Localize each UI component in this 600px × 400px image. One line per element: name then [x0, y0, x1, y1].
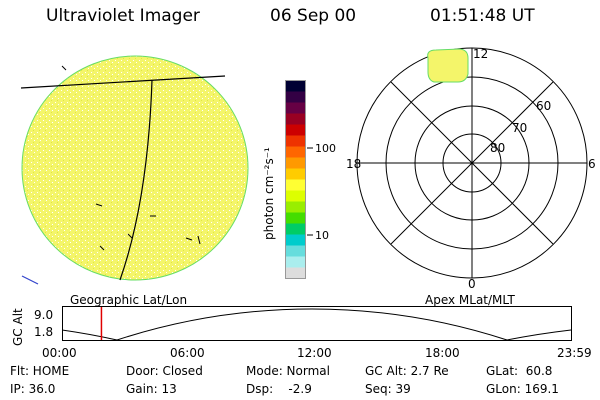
colorbar-cell: [285, 234, 306, 246]
colorbar-cell: [285, 91, 306, 103]
status-glon: GLon: 169.1: [486, 382, 559, 396]
polar-plot: 12 18 6 0 60 70 80: [346, 47, 596, 291]
app-title: Ultraviolet Imager: [46, 6, 200, 26]
colorbar-cell: [285, 212, 306, 224]
colorbar-cell: [285, 267, 306, 279]
colorbar-tick-100: 100: [315, 142, 336, 155]
status-dsp: Dsp: -2.9: [246, 382, 312, 396]
status-gcalt: GC Alt: 2.7 Re: [365, 364, 449, 378]
colorbar-label: photon cm⁻²s⁻¹: [262, 147, 276, 240]
colorbar-cell: [285, 179, 306, 191]
altitude-xtick-12: 12:00: [297, 346, 332, 360]
colorbar-tick-10: 10: [315, 229, 329, 242]
status-mode: Mode: Normal: [246, 364, 330, 378]
colorbar: [285, 80, 306, 279]
colorbar-cell: [285, 157, 306, 169]
longitude-line: [119, 79, 153, 281]
colorbar-cell: [285, 113, 306, 125]
mlt-label-0: 0: [468, 277, 476, 291]
colorbar-cell: [285, 168, 306, 180]
colorbar-cell: [285, 256, 306, 268]
altitude-xtick-6: 06:00: [170, 346, 205, 360]
colorbar-cell: [285, 245, 306, 257]
caption-geographic: Geographic Lat/Lon: [70, 293, 188, 307]
altitude-xtick-18: 18:00: [425, 346, 460, 360]
altitude-xtick-end: 23:59: [557, 346, 592, 360]
mlt-label-18: 18: [346, 157, 361, 171]
wind-markers: [61, 65, 201, 251]
altitude-ytick-9: 9.0: [34, 308, 54, 322]
mlat-label-70: 70: [512, 121, 527, 135]
colorbar-cell: [285, 190, 306, 202]
auroral-emission-blob: [427, 48, 469, 83]
altitude-ytick-1-8: 1.8: [34, 325, 54, 339]
geographic-image: [20, 55, 249, 285]
colorbar-cell: [285, 146, 306, 158]
sun-direction-marker: [21, 275, 39, 285]
time-readout: 01:51:48 UT: [430, 6, 535, 26]
caption-apex: Apex MLat/MLT: [425, 293, 515, 307]
colorbar-cell: [285, 124, 306, 136]
date-readout: 06 Sep 00: [270, 6, 357, 26]
altitude-ylabel: GC Alt: [11, 308, 25, 346]
status-glat: GLat: 60.8: [486, 364, 553, 378]
colorbar-ticks: 100 10: [307, 142, 336, 242]
altitude-xtick-0: 00:00: [42, 346, 77, 360]
status-flt: Flt: HOME: [10, 364, 70, 378]
colorbar-cell: [285, 201, 306, 213]
status-gain: Gain: 13: [126, 382, 177, 396]
colorbar-cell: [285, 223, 306, 235]
mlt-label-6: 6: [588, 157, 596, 171]
mlat-label-80: 80: [490, 141, 505, 155]
colorbar-cell: [285, 102, 306, 114]
altitude-plot: [62, 306, 572, 341]
colorbar-cell: [285, 135, 306, 147]
status-door: Door: Closed: [126, 364, 203, 378]
mlat-label-60: 60: [536, 99, 551, 113]
status-seq: Seq: 39: [365, 382, 411, 396]
altitude-plot-frame: [62, 306, 572, 341]
status-ip: IP: 36.0: [10, 382, 56, 396]
altitude-curve: [62, 308, 572, 341]
mlt-label-12: 12: [473, 47, 488, 61]
latitude-line: [20, 75, 226, 89]
colorbar-cell: [285, 80, 306, 92]
